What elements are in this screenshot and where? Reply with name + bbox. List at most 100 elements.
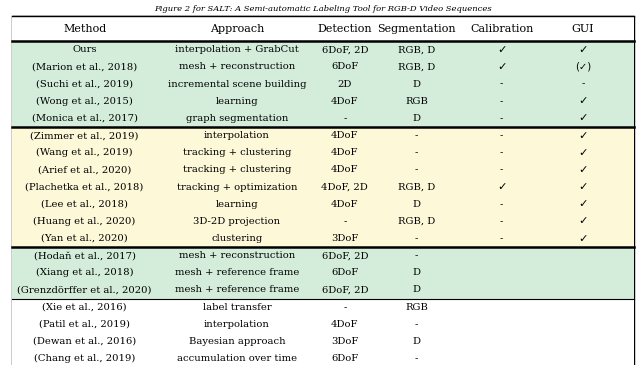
Text: 4DoF: 4DoF <box>331 320 358 329</box>
Bar <box>12 127 634 144</box>
Text: -: - <box>343 303 346 312</box>
Bar <box>12 230 634 247</box>
Text: 4DoF: 4DoF <box>331 131 358 140</box>
Text: interpolation: interpolation <box>204 131 270 140</box>
Text: 4DoF: 4DoF <box>331 148 358 157</box>
Text: Segmentation: Segmentation <box>377 24 456 34</box>
Text: (Monica et al., 2017): (Monica et al., 2017) <box>31 114 138 123</box>
Bar <box>12 178 634 196</box>
Bar <box>12 41 634 58</box>
Text: label transfer: label transfer <box>202 303 271 312</box>
Text: RGB: RGB <box>405 303 428 312</box>
Text: 6DoF, 2D: 6DoF, 2D <box>321 45 368 54</box>
Text: ✓: ✓ <box>578 45 588 55</box>
Text: ✓: ✓ <box>497 45 506 55</box>
Bar <box>12 299 634 316</box>
Text: tracking + clustering: tracking + clustering <box>183 165 291 174</box>
Text: D: D <box>413 268 420 277</box>
Bar <box>12 16 634 41</box>
Text: ✓: ✓ <box>497 62 506 72</box>
Bar <box>12 161 634 178</box>
Text: accumulation over time: accumulation over time <box>177 354 297 363</box>
Text: (Hodaň et al., 2017): (Hodaň et al., 2017) <box>33 251 136 260</box>
Bar <box>12 196 634 213</box>
Text: -: - <box>415 320 419 329</box>
Text: 6DoF: 6DoF <box>332 268 358 277</box>
Text: RGB, D: RGB, D <box>398 62 435 72</box>
Text: (Grenzdörffer et al., 2020): (Grenzdörffer et al., 2020) <box>17 285 152 295</box>
Bar <box>12 144 634 161</box>
Text: 2D: 2D <box>338 80 352 89</box>
Text: RGB, D: RGB, D <box>398 182 435 192</box>
Text: (Dewan et al., 2016): (Dewan et al., 2016) <box>33 337 136 346</box>
Bar <box>12 247 634 264</box>
Bar <box>12 333 634 350</box>
Text: RGB, D: RGB, D <box>398 45 435 54</box>
Bar <box>12 58 634 76</box>
Text: -: - <box>415 148 419 157</box>
Text: tracking + clustering: tracking + clustering <box>183 148 291 157</box>
Text: (Patil et al., 2019): (Patil et al., 2019) <box>39 320 130 329</box>
Text: -: - <box>500 234 503 243</box>
Text: (Huang et al., 2020): (Huang et al., 2020) <box>33 217 136 226</box>
Text: -: - <box>415 354 419 363</box>
Text: tracking + optimization: tracking + optimization <box>177 182 297 192</box>
Text: (Plachetka et al., 2018): (Plachetka et al., 2018) <box>26 182 144 192</box>
Text: ✓: ✓ <box>578 165 588 175</box>
Text: Figure 2 for SALT: A Semi-automatic Labeling Tool for RGB-D Video Sequences: Figure 2 for SALT: A Semi-automatic Labe… <box>154 5 492 14</box>
Text: D: D <box>413 285 420 295</box>
Text: 4DoF: 4DoF <box>331 200 358 209</box>
Text: (Xiang et al., 2018): (Xiang et al., 2018) <box>36 268 133 277</box>
Text: graph segmentation: graph segmentation <box>186 114 288 123</box>
Text: -: - <box>415 165 419 174</box>
Text: learning: learning <box>216 97 259 106</box>
Text: ✓: ✓ <box>578 114 588 123</box>
Text: (Zimmer et al., 2019): (Zimmer et al., 2019) <box>30 131 139 140</box>
Text: RGB: RGB <box>405 97 428 106</box>
Text: -: - <box>500 114 503 123</box>
Text: -: - <box>343 114 346 123</box>
Text: -: - <box>500 165 503 174</box>
Text: ✓: ✓ <box>578 216 588 226</box>
Text: ✓: ✓ <box>578 96 588 106</box>
Text: (Arief et al., 2020): (Arief et al., 2020) <box>38 165 131 174</box>
Text: 4DoF: 4DoF <box>331 97 358 106</box>
Text: interpolation: interpolation <box>204 320 270 329</box>
Bar <box>12 76 634 93</box>
Text: 4DoF, 2D: 4DoF, 2D <box>321 182 368 192</box>
Text: 6DoF: 6DoF <box>332 62 358 72</box>
Text: 3D-2D projection: 3D-2D projection <box>193 217 280 226</box>
Text: mesh + reference frame: mesh + reference frame <box>175 285 299 295</box>
Bar <box>12 264 634 281</box>
Bar <box>12 350 634 365</box>
Text: (Lee et al., 2018): (Lee et al., 2018) <box>41 200 128 209</box>
Text: ✓: ✓ <box>578 199 588 209</box>
Text: Calibration: Calibration <box>470 24 533 34</box>
Text: mesh + reconstruction: mesh + reconstruction <box>179 62 295 72</box>
Text: interpolation + GrabCut: interpolation + GrabCut <box>175 45 299 54</box>
Text: learning: learning <box>216 200 259 209</box>
Text: (Yan et al., 2020): (Yan et al., 2020) <box>41 234 128 243</box>
Text: 3DoF: 3DoF <box>331 337 358 346</box>
Text: -: - <box>415 234 419 243</box>
Text: -: - <box>415 131 419 140</box>
Text: (Suchi et al., 2019): (Suchi et al., 2019) <box>36 80 133 89</box>
Text: Ours: Ours <box>72 45 97 54</box>
Bar <box>12 316 634 333</box>
Text: -: - <box>500 97 503 106</box>
Text: ✓: ✓ <box>578 234 588 243</box>
Text: mesh + reference frame: mesh + reference frame <box>175 268 299 277</box>
Text: 6DoF: 6DoF <box>332 354 358 363</box>
Text: 6DoF, 2D: 6DoF, 2D <box>321 285 368 295</box>
Text: (Chang et al., 2019): (Chang et al., 2019) <box>34 354 135 363</box>
Text: mesh + reconstruction: mesh + reconstruction <box>179 251 295 260</box>
Text: D: D <box>413 114 420 123</box>
Text: ✓: ✓ <box>578 182 588 192</box>
Text: (Wong et al., 2015): (Wong et al., 2015) <box>36 97 133 106</box>
Text: 3DoF: 3DoF <box>331 234 358 243</box>
Text: D: D <box>413 200 420 209</box>
Text: (✓): (✓) <box>575 62 591 72</box>
Text: -: - <box>500 148 503 157</box>
Text: incremental scene building: incremental scene building <box>168 80 306 89</box>
Text: (Marion et al., 2018): (Marion et al., 2018) <box>32 62 137 72</box>
